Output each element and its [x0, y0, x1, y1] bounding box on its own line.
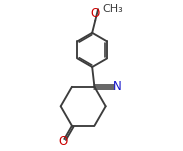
Text: O: O — [90, 7, 100, 20]
Text: O: O — [58, 135, 68, 148]
Text: CH₃: CH₃ — [102, 4, 123, 14]
Text: N: N — [113, 80, 122, 93]
